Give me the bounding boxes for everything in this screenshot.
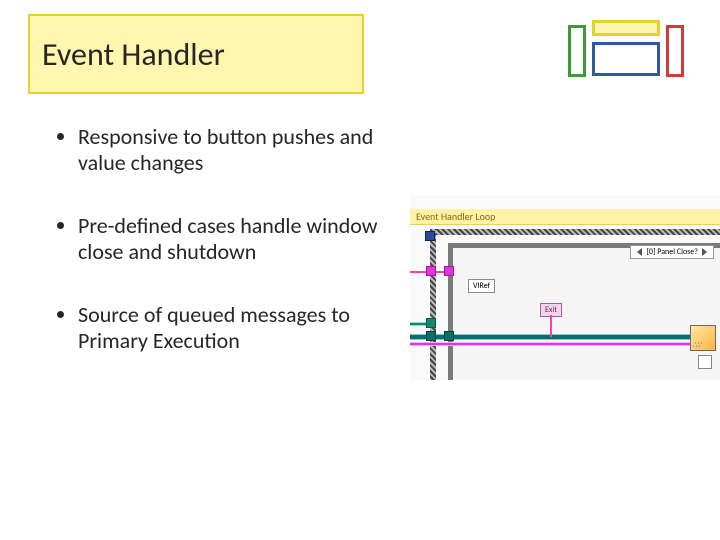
bullet-item: Pre-defined cases handle window close an… xyxy=(78,213,386,266)
tunnel-icon xyxy=(426,318,436,328)
tunnel-icon xyxy=(444,266,454,276)
chevron-left-icon[interactable] xyxy=(637,248,642,256)
exit-label: Exit xyxy=(545,305,557,315)
logo-box xyxy=(568,25,586,77)
tunnel-icon xyxy=(444,331,454,341)
viref-label: VIRef xyxy=(473,281,490,291)
chevron-right-icon[interactable] xyxy=(702,248,707,256)
logo-box xyxy=(666,25,684,77)
enqueue-message-icon: ∴∵ xyxy=(690,325,716,351)
diagram-title: Event Handler Loop xyxy=(416,210,495,223)
while-loop-left xyxy=(430,229,436,380)
viref-node: VIRef xyxy=(468,279,495,293)
labview-diagram: Event Handler Loop [0] Panel Close? VIRe… xyxy=(410,195,720,380)
event-case-selector[interactable]: [0] Panel Close? xyxy=(630,245,714,259)
dots-icon: ∴∵ xyxy=(693,340,702,349)
slide: Event Handler Responsive to button pushe… xyxy=(0,0,720,540)
logo-box xyxy=(592,20,660,36)
tunnel-icon xyxy=(425,231,435,241)
bullet-item: Responsive to button pushes and value ch… xyxy=(78,124,386,177)
bullet-list: Responsive to button pushes and value ch… xyxy=(56,124,386,390)
tunnel-icon xyxy=(426,331,436,341)
while-loop-top xyxy=(430,229,720,235)
event-structure: [0] Panel Close? xyxy=(448,243,720,380)
title-box: Event Handler xyxy=(28,14,364,94)
event-case-label: [0] Panel Close? xyxy=(646,247,698,257)
diagram-title-bar: Event Handler Loop xyxy=(410,209,720,225)
wire xyxy=(550,315,552,337)
wire xyxy=(410,343,692,345)
logo-box xyxy=(592,42,660,76)
tunnel-icon xyxy=(426,266,436,276)
small-node-icon xyxy=(698,355,712,369)
logo-grid xyxy=(568,20,698,82)
bullet-item: Source of queued messages to Primary Exe… xyxy=(78,302,386,355)
slide-title: Event Handler xyxy=(42,35,225,74)
